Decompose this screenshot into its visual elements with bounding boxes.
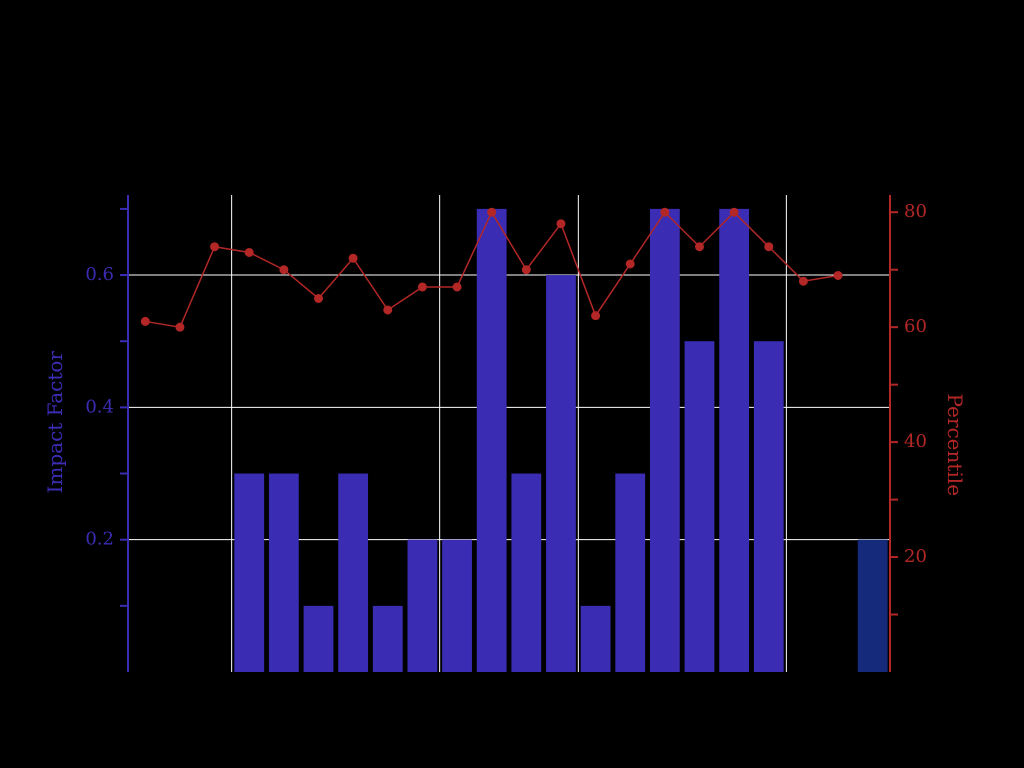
line-marker [626, 260, 634, 268]
y-axis-right-label: Percentile [943, 394, 967, 497]
bar [511, 474, 541, 672]
line-marker [765, 243, 773, 251]
line-marker [141, 317, 149, 325]
line-marker [799, 277, 807, 285]
dual-axis-chart: 0.2 0.4 0.6 Impact Factor 20 40 60 80 Percentile [0, 0, 1024, 768]
bar [858, 540, 888, 672]
line-marker [488, 208, 496, 216]
line-marker [176, 323, 184, 331]
bar [477, 209, 507, 672]
bar [442, 540, 472, 672]
line-marker [418, 283, 426, 291]
bar [754, 341, 784, 672]
line-marker [315, 294, 323, 302]
tick-label-right: 60 [904, 316, 927, 337]
line-marker [280, 266, 288, 274]
bar [269, 474, 299, 672]
bar [373, 606, 403, 672]
tick-label-right: 80 [904, 201, 927, 222]
line-marker [211, 243, 219, 251]
bar [615, 474, 645, 672]
line-marker [834, 271, 842, 279]
bar [719, 209, 749, 672]
tick-label-left: 0.6 [85, 264, 114, 285]
y-axis-left-label: Impact Factor [43, 351, 67, 494]
line-marker [696, 243, 704, 251]
bar [408, 540, 438, 672]
bar [338, 474, 368, 672]
tick-label-left: 0.2 [85, 529, 114, 550]
bar [304, 606, 334, 672]
line-marker [522, 266, 530, 274]
line-marker [384, 306, 392, 314]
bar [581, 606, 611, 672]
bar [685, 341, 715, 672]
line-marker [245, 248, 253, 256]
tick-label-right: 20 [904, 546, 927, 567]
bar [650, 209, 680, 672]
line-marker [349, 254, 357, 262]
tick-label-left: 0.4 [85, 396, 114, 417]
bar [234, 474, 264, 672]
line-marker [661, 208, 669, 216]
tick-label-right: 40 [904, 431, 927, 452]
line-marker [557, 220, 565, 228]
line-marker [592, 312, 600, 320]
line-marker [730, 208, 738, 216]
bar [546, 275, 576, 672]
line-marker [453, 283, 461, 291]
